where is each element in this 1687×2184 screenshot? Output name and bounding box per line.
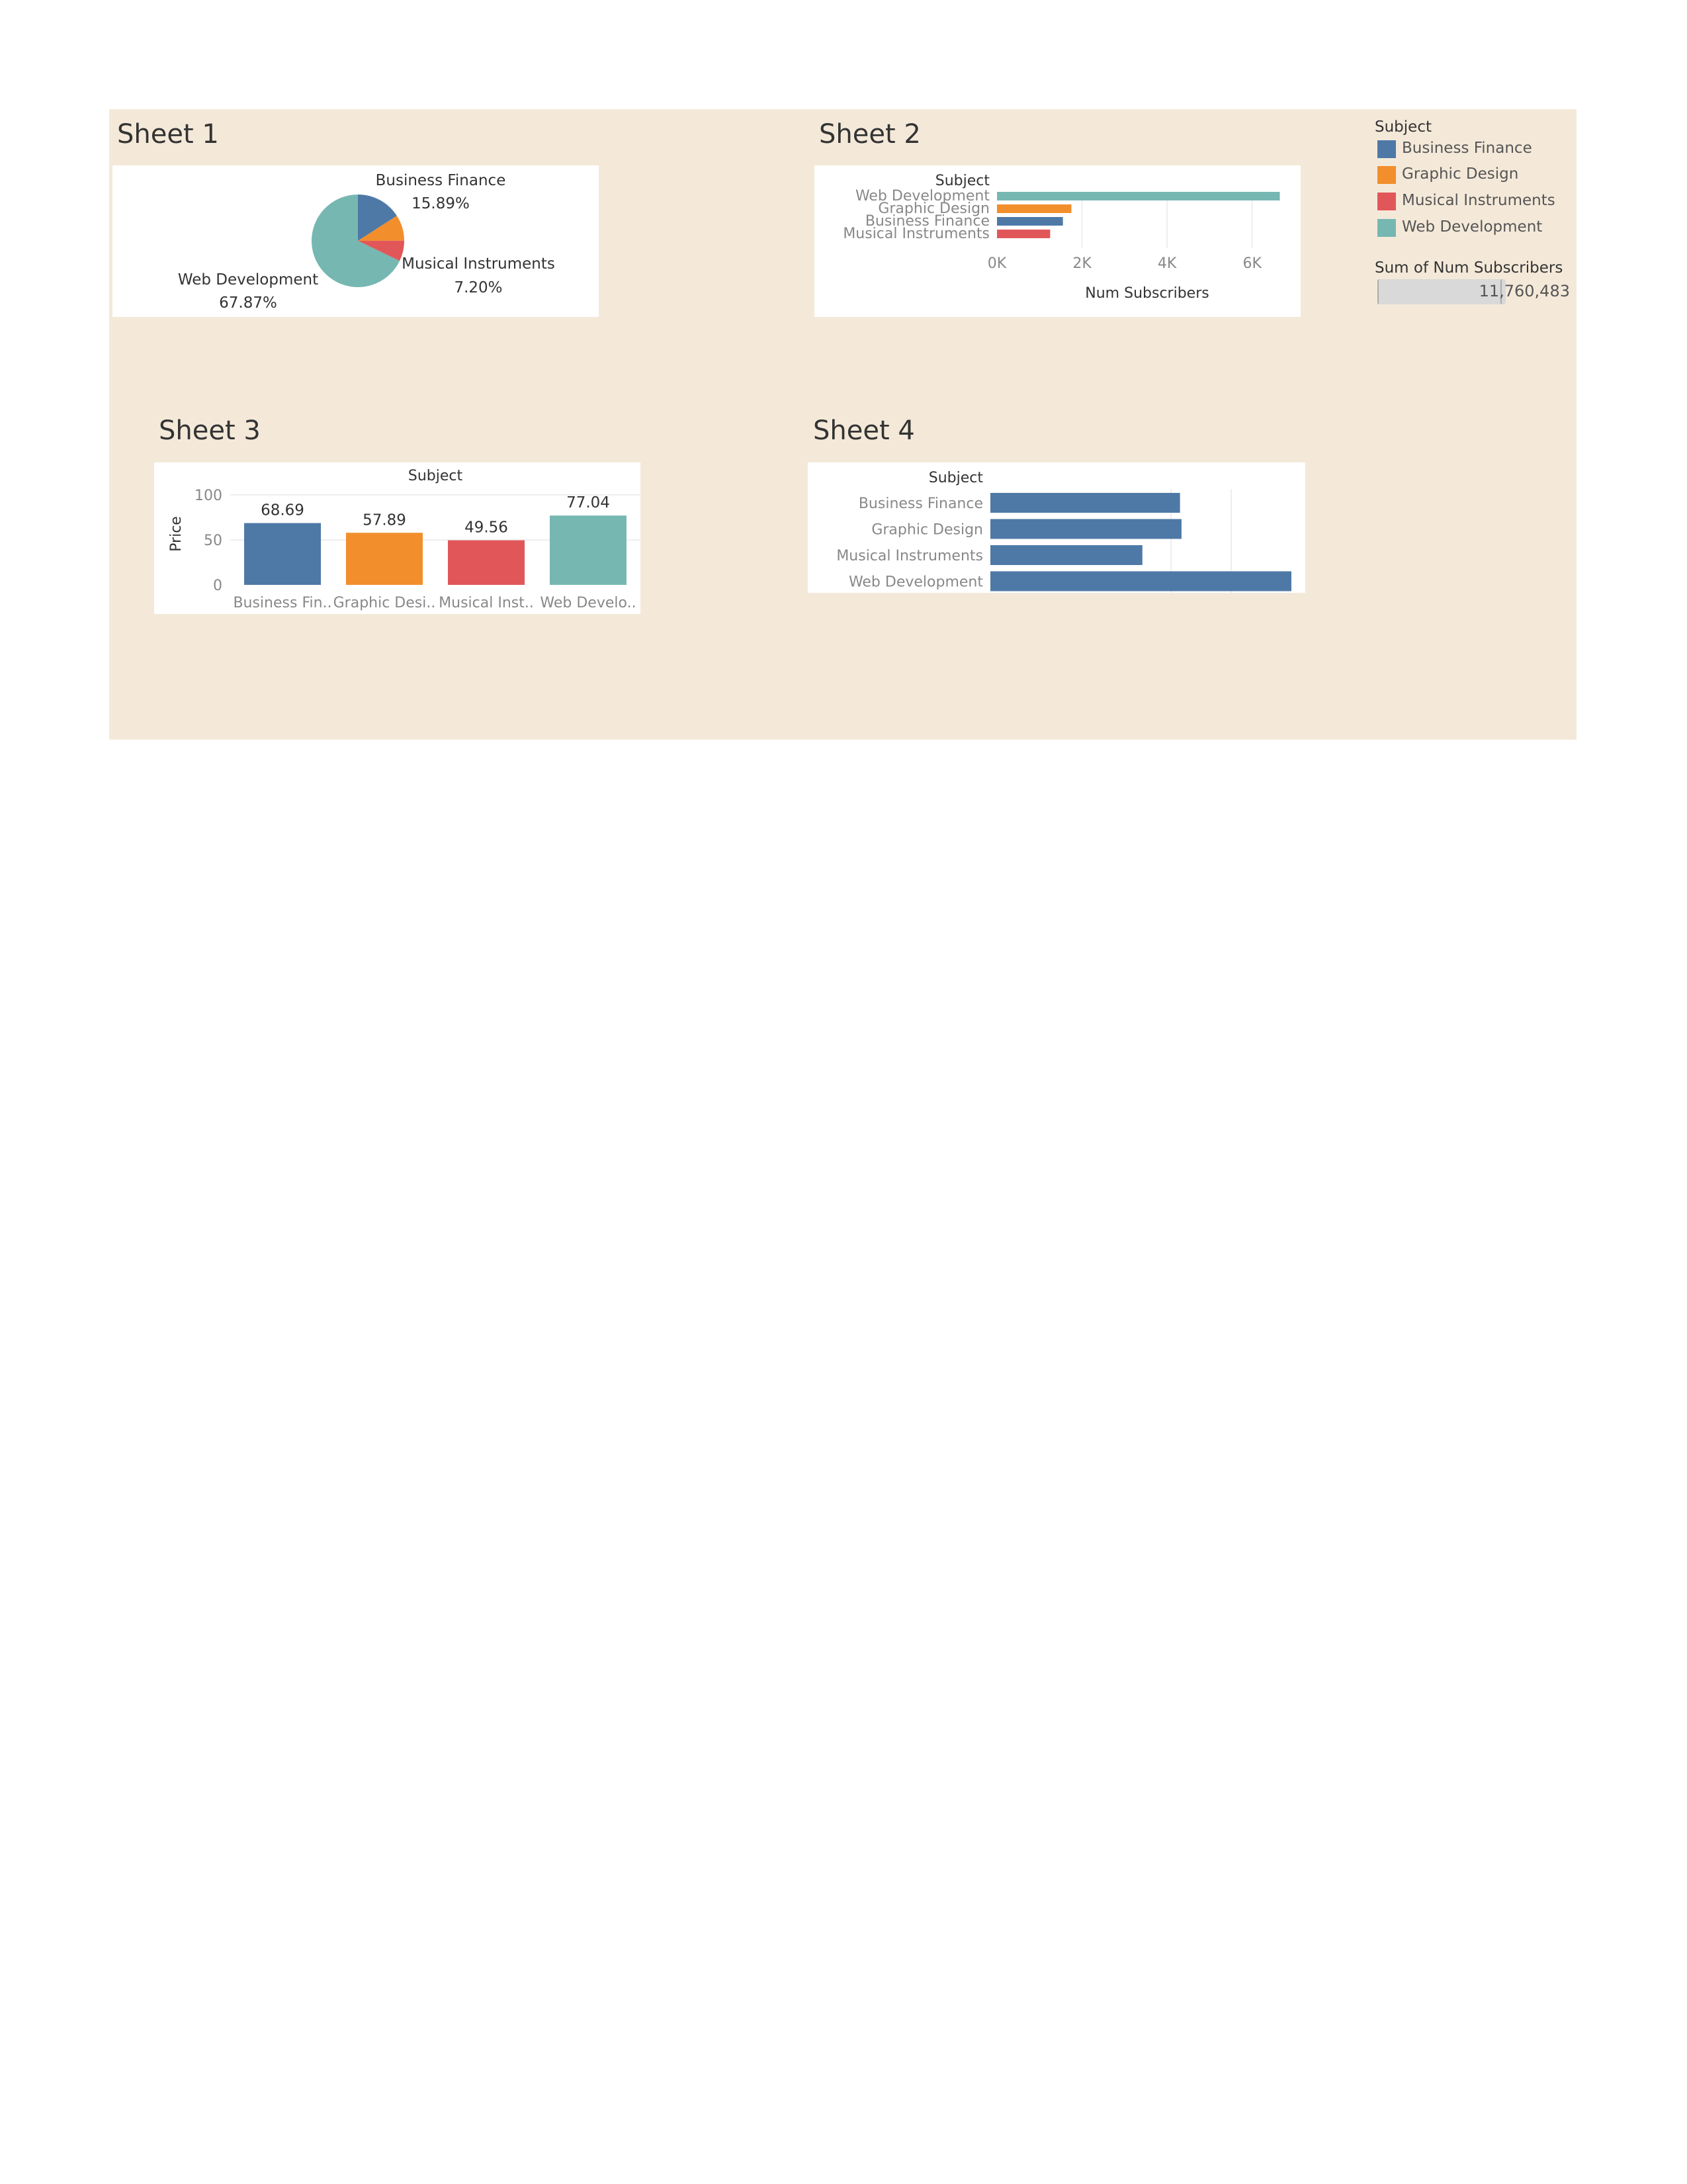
pie-label-web-development: Web Development <box>178 271 318 288</box>
category-label-musical-instruments: Musical Instruments <box>843 226 990 242</box>
legend-item-graphic-design[interactable]: Graphic Design <box>1375 165 1586 185</box>
pie-chart: Business Finance 15.89% Musical Instrument… <box>178 172 555 312</box>
value-label-graphic-desi: 57.89 <box>363 511 406 529</box>
pie-slice-web-development <box>311 195 400 287</box>
legend-label: Business Finance <box>1402 140 1532 157</box>
pie-label-business-finance: Business Finance <box>376 172 506 189</box>
pie-label-musical-instruments: Musical Instruments <box>402 255 555 273</box>
row-header: Subject <box>935 173 990 189</box>
pie-slice-musical-instruments <box>358 240 404 261</box>
dashboard: Sheet 1 Sheet 2 Sheet 3 Sheet 4 Business… <box>109 109 1577 740</box>
sheet-4-title: Sheet 4 <box>813 415 915 446</box>
filter-slider-handle[interactable] <box>1500 279 1506 304</box>
bar-musical-inst <box>448 540 525 585</box>
y-tick-label: 50 <box>204 533 222 549</box>
legend-item-musical-instruments[interactable]: Musical Instruments <box>1375 191 1586 211</box>
category-label-business-finance: Business Finance <box>865 213 990 230</box>
sheet-3-title: Sheet 3 <box>159 415 261 446</box>
x-tick-label: 4K <box>1158 255 1177 272</box>
value-label-business-fin: 68.69 <box>261 502 304 519</box>
x-tick-label: 0K <box>988 255 1007 272</box>
filter-slider-handle[interactable] <box>1377 279 1383 304</box>
bar-web-development <box>990 571 1291 591</box>
y-axis-label: Price <box>168 516 185 552</box>
x-axis-label: Num Subscribers <box>1085 285 1209 302</box>
legend-label: Web Development <box>1402 218 1543 236</box>
filter-slider[interactable] <box>1377 279 1506 304</box>
category-label-business-finance: Business Finance <box>859 496 983 512</box>
legend-item-business-finance[interactable]: Business Finance <box>1375 139 1586 159</box>
sheet-4-panel: Subject Business Finance Graphic Design Mus… <box>808 462 1305 593</box>
category-label-musical-inst: Musical Inst.. <box>439 595 534 611</box>
bar-business-finance <box>990 493 1180 513</box>
legend-title: Subject <box>1375 118 1432 136</box>
pie-slice-business-finance <box>358 195 397 241</box>
pie-percent-business-finance: 15.89% <box>411 195 470 212</box>
bar-graphic-design <box>990 519 1182 539</box>
category-label-graphic-design: Graphic Design <box>878 200 990 217</box>
category-label-graphic-design: Graphic Design <box>871 522 983 539</box>
pie-percent-musical-instruments: 7.20% <box>454 279 502 296</box>
bar-musical-instruments <box>990 545 1143 565</box>
x-tick-label: 2K <box>1072 255 1092 272</box>
pie-percent-web-development: 67.87% <box>219 294 277 312</box>
column-header: Subject <box>408 468 463 484</box>
subject-bar-chart: Subject Business Finance Graphic Design Mus… <box>836 470 1291 593</box>
sheet-2-title: Sheet 2 <box>819 119 921 150</box>
row-header: Subject <box>929 470 984 486</box>
sheet-3-panel: 100 50 0 Subject Price 68.69 Business Fin.. 57.… <box>154 462 640 614</box>
x-tick-label: 6K <box>1242 255 1262 272</box>
legend-swatch <box>1377 166 1396 184</box>
value-label-musical-inst: 49.56 <box>464 519 508 537</box>
filter-title: Sum of Num Subscribers <box>1375 259 1563 277</box>
category-label-web-develo: Web Develo.. <box>540 595 636 611</box>
legend-label: Musical Instruments <box>1402 192 1555 209</box>
legend-swatch <box>1377 193 1396 210</box>
bar-business-finance <box>997 217 1063 226</box>
y-tick-label: 100 <box>195 488 222 504</box>
bar-graphic-desi <box>346 533 423 585</box>
bar-graphic-design <box>997 204 1072 213</box>
value-label-web-develo: 77.04 <box>566 494 610 511</box>
subscribers-bar-chart: 0K 2K 4K 6K Subject Num Subscribers Web Develo… <box>843 173 1280 302</box>
legend-swatch <box>1377 140 1396 158</box>
legend-label: Graphic Design <box>1402 165 1519 183</box>
category-label-graphic-desi: Graphic Desi.. <box>333 595 436 611</box>
sheet-2-panel: 0K 2K 4K 6K Subject Num Subscribers Web Develo… <box>814 165 1301 317</box>
category-label-musical-instruments: Musical Instruments <box>836 548 983 564</box>
filter-value: 11,760,483 <box>1479 282 1570 300</box>
bar-business-fin <box>244 523 321 585</box>
y-tick-label: 0 <box>213 578 222 594</box>
sheet-1-panel: Business Finance 15.89% Musical Instrument… <box>112 165 599 317</box>
bar-web-development <box>997 192 1280 200</box>
sheet-1-title: Sheet 1 <box>117 119 219 150</box>
legend-item-web-development[interactable]: Web Development <box>1375 218 1586 238</box>
price-bar-chart: 100 50 0 Subject Price 68.69 Business Fin.. 57.… <box>168 468 640 611</box>
category-label-business-fin: Business Fin.. <box>233 595 331 611</box>
bar-musical-instruments <box>997 230 1051 238</box>
category-label-web-development: Web Development <box>849 574 983 591</box>
legend-swatch <box>1377 219 1396 237</box>
category-label-web-development: Web Development <box>855 188 990 204</box>
bar-web-develo <box>550 515 627 585</box>
pie-slice-graphic-design <box>358 216 404 241</box>
